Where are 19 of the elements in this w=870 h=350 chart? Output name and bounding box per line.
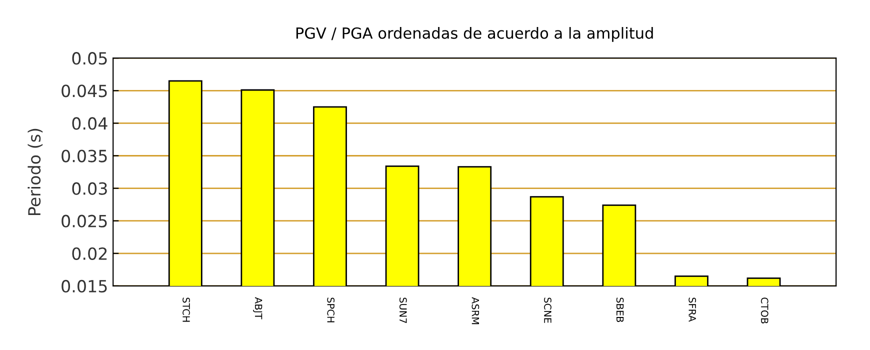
- x-tick-label: SUN7: [399, 298, 407, 323]
- y-tick-label: 0.04: [72, 117, 108, 130]
- y-tick-label: 0.05: [72, 52, 107, 65]
- y-tick-label: 0.045: [62, 84, 107, 98]
- chart-title: PGV / PGA ordenadas de acuerdo a la amplitud: [296, 27, 653, 42]
- x-tick-label: SFRA: [688, 298, 696, 322]
- y-tick-label: 0.025: [62, 214, 107, 228]
- x-tick-label: SPCH: [327, 298, 335, 322]
- x-tick-label: ABJT: [253, 297, 262, 320]
- x-tick-label: SCNE: [544, 298, 552, 323]
- y-tick-label: 0.03: [72, 182, 107, 195]
- y-tick-label: 0.02: [72, 247, 107, 260]
- x-tick-label: CTOB: [760, 298, 768, 324]
- x-tick-label: SBEB: [616, 298, 624, 322]
- x-tick-label: ASRM: [472, 297, 480, 324]
- y-axis-title: Periodo (s): [28, 128, 43, 215]
- y-tick-label: 0.035: [62, 150, 107, 162]
- y-tick-label: 0.015: [62, 280, 107, 293]
- x-tick-label: STCH: [182, 298, 190, 322]
